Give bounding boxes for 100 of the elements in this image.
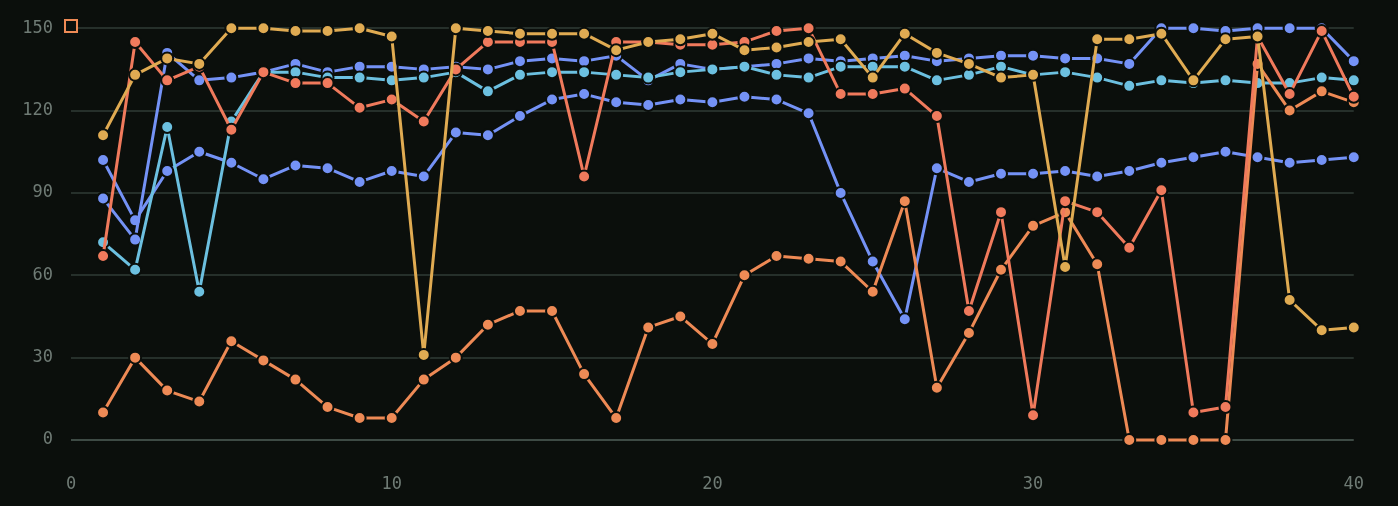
point — [801, 51, 816, 66]
point — [384, 92, 399, 107]
point — [801, 106, 816, 121]
point — [160, 73, 175, 88]
point — [480, 317, 495, 332]
point — [994, 166, 1009, 181]
point — [994, 262, 1009, 277]
point — [224, 334, 239, 349]
point — [1154, 155, 1169, 170]
point — [1218, 144, 1233, 159]
x-tick-label: 20 — [702, 472, 723, 493]
point — [352, 100, 367, 115]
point — [833, 185, 848, 200]
point — [705, 26, 720, 41]
point — [897, 312, 912, 327]
point — [288, 372, 303, 387]
point — [1346, 150, 1361, 165]
point — [929, 73, 944, 88]
point — [288, 158, 303, 173]
point — [160, 51, 175, 66]
point — [1186, 405, 1201, 420]
point — [577, 65, 592, 80]
point — [1218, 32, 1233, 47]
point — [1346, 320, 1361, 335]
point — [320, 76, 335, 91]
point — [384, 29, 399, 44]
point — [256, 353, 271, 368]
point — [897, 59, 912, 74]
point — [224, 122, 239, 137]
point — [641, 320, 656, 335]
point — [1282, 21, 1297, 36]
point — [897, 81, 912, 96]
point — [1314, 323, 1329, 338]
point — [192, 394, 207, 409]
point — [769, 67, 784, 82]
point — [1218, 433, 1233, 447]
y-tick-label: 30 — [32, 346, 53, 367]
point — [1154, 183, 1169, 198]
point — [769, 92, 784, 107]
point — [1186, 150, 1201, 165]
y-tick-label: 120 — [22, 98, 53, 119]
point — [320, 161, 335, 176]
point — [929, 161, 944, 176]
point — [1122, 78, 1137, 93]
point — [801, 21, 816, 36]
point — [673, 309, 688, 324]
point — [1154, 26, 1169, 41]
point — [224, 155, 239, 170]
point — [512, 26, 527, 41]
y-tick-label: 60 — [32, 263, 53, 284]
point — [897, 194, 912, 209]
point — [737, 89, 752, 104]
point — [1090, 169, 1105, 184]
point — [1314, 84, 1329, 99]
point — [961, 56, 976, 71]
point — [801, 34, 816, 49]
point — [1026, 48, 1041, 63]
point — [416, 70, 431, 85]
point — [833, 254, 848, 269]
y-tick-label: 150 — [22, 16, 53, 37]
point — [480, 128, 495, 143]
point — [416, 347, 431, 362]
x-tick-label: 40 — [1343, 472, 1365, 493]
point — [256, 172, 271, 187]
point — [160, 383, 175, 398]
point — [96, 191, 111, 206]
point — [1346, 73, 1361, 88]
point — [128, 262, 143, 277]
point — [833, 32, 848, 47]
point — [1282, 155, 1297, 170]
point — [705, 95, 720, 110]
point — [448, 125, 463, 140]
point — [865, 70, 880, 85]
point — [1122, 240, 1137, 255]
x-tick-label: 10 — [381, 472, 402, 493]
point — [1058, 51, 1073, 66]
point — [512, 54, 527, 69]
point — [224, 70, 239, 85]
point — [929, 109, 944, 124]
point — [512, 67, 527, 82]
point — [609, 43, 624, 58]
point — [1250, 150, 1265, 165]
point — [1026, 166, 1041, 181]
point — [609, 95, 624, 110]
point — [1058, 65, 1073, 80]
point — [1154, 73, 1169, 88]
point — [1026, 218, 1041, 233]
point — [1154, 433, 1169, 447]
y-tick-label: 0 — [42, 428, 53, 449]
point — [448, 21, 463, 36]
point — [897, 26, 912, 41]
point — [416, 114, 431, 129]
point — [352, 21, 367, 36]
point — [737, 268, 752, 283]
point — [545, 92, 560, 107]
point — [1218, 73, 1233, 88]
point — [994, 70, 1009, 85]
point — [865, 254, 880, 269]
point — [1282, 292, 1297, 307]
point — [1122, 433, 1137, 447]
